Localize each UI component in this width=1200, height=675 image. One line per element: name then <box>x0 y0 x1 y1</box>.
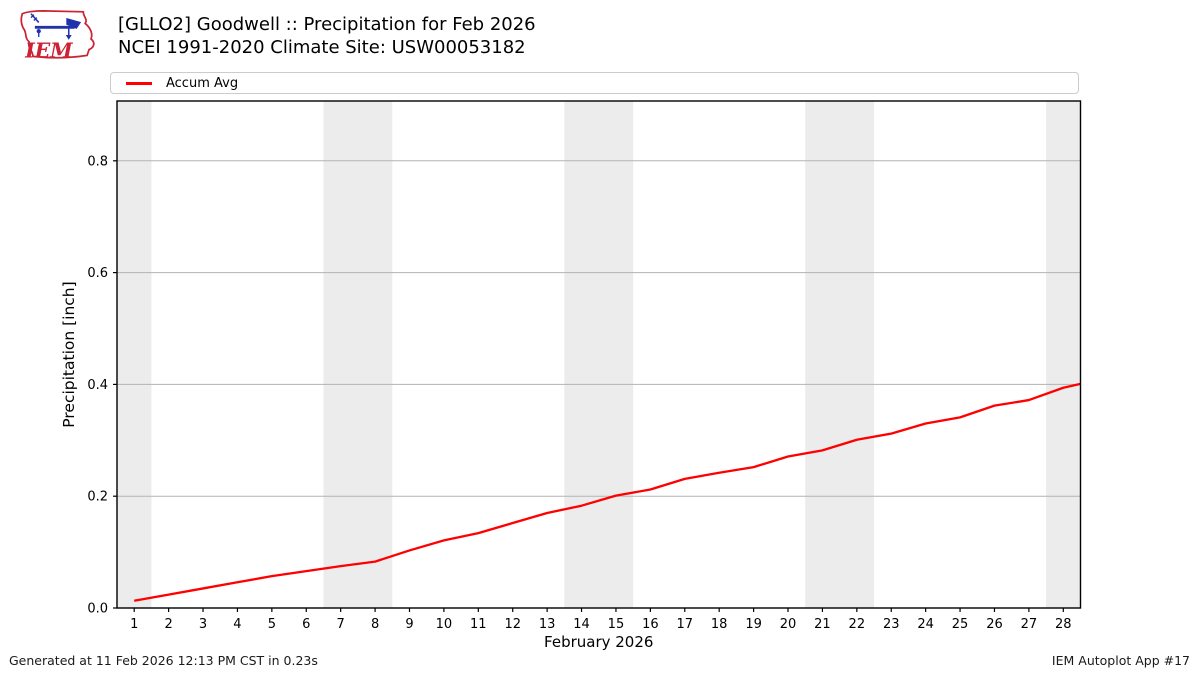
x-tick-label: 27 <box>1021 617 1038 632</box>
x-tick-label: 4 <box>233 617 241 632</box>
legend: Accum Avg <box>110 72 1079 94</box>
weekend-band <box>1046 101 1081 608</box>
y-tick-label: 0.4 <box>87 378 108 393</box>
x-tick-label: 21 <box>814 617 831 632</box>
x-tick-label: 16 <box>642 617 659 632</box>
y-tick-label: 0.6 <box>87 266 108 281</box>
x-tick-label: 24 <box>917 617 934 632</box>
x-tick-label: 14 <box>573 617 590 632</box>
x-tick-label: 17 <box>677 617 694 632</box>
x-tick-label: 22 <box>849 617 866 632</box>
weekend-band <box>805 101 875 608</box>
accum-avg-line <box>134 382 1081 602</box>
x-tick-label: 7 <box>337 617 345 632</box>
generated-timestamp: Generated at 11 Feb 2026 12:13 PM CST in… <box>9 653 318 668</box>
x-tick-label: 15 <box>608 617 625 632</box>
y-tick-label: 0.0 <box>87 602 108 617</box>
weekend-band <box>564 101 634 608</box>
x-tick-label: 10 <box>436 617 453 632</box>
chart-title: [GLLO2] Goodwell :: Precipitation for Fe… <box>118 14 536 35</box>
y-axis-label: Precipitation [inch] <box>60 281 78 427</box>
x-tick-label: 23 <box>883 617 900 632</box>
x-tick-label: 1 <box>130 617 138 632</box>
weekend-band <box>117 101 152 608</box>
weekend-band <box>323 101 393 608</box>
legend-line-sample <box>126 81 152 85</box>
iem-logo: IEM <box>20 9 95 62</box>
y-tick-label: 0.8 <box>87 154 108 169</box>
x-tick-label: 2 <box>164 617 172 632</box>
logo-text: IEM <box>24 38 73 62</box>
x-tick-label: 19 <box>745 617 762 632</box>
x-tick-label: 6 <box>302 617 310 632</box>
chart-titles: [GLLO2] Goodwell :: Precipitation for Fe… <box>118 13 536 59</box>
x-tick-label: 28 <box>1055 617 1072 632</box>
x-tick-label: 3 <box>199 617 207 632</box>
x-tick-label: 20 <box>780 617 797 632</box>
x-tick-label: 11 <box>470 617 487 632</box>
x-tick-label: 5 <box>268 617 276 632</box>
x-tick-label: 9 <box>405 617 413 632</box>
x-tick-label: 26 <box>986 617 1003 632</box>
x-tick-label: 8 <box>371 617 379 632</box>
weather-vane-icon <box>30 13 82 40</box>
x-tick-label: 18 <box>711 617 728 632</box>
x-tick-label: 12 <box>504 617 521 632</box>
y-tick-label: 0.2 <box>87 490 108 505</box>
app-credit: IEM Autoplot App #17 <box>1051 653 1190 668</box>
chart-subtitle: NCEI 1991-2020 Climate Site: USW00053182 <box>118 37 526 58</box>
plot-frame <box>116 100 1082 609</box>
x-tick-label: 13 <box>539 617 556 632</box>
x-tick-label: 25 <box>952 617 969 632</box>
legend-entry-label: Accum Avg <box>166 75 239 91</box>
x-axis-label: February 2026 <box>544 633 653 651</box>
